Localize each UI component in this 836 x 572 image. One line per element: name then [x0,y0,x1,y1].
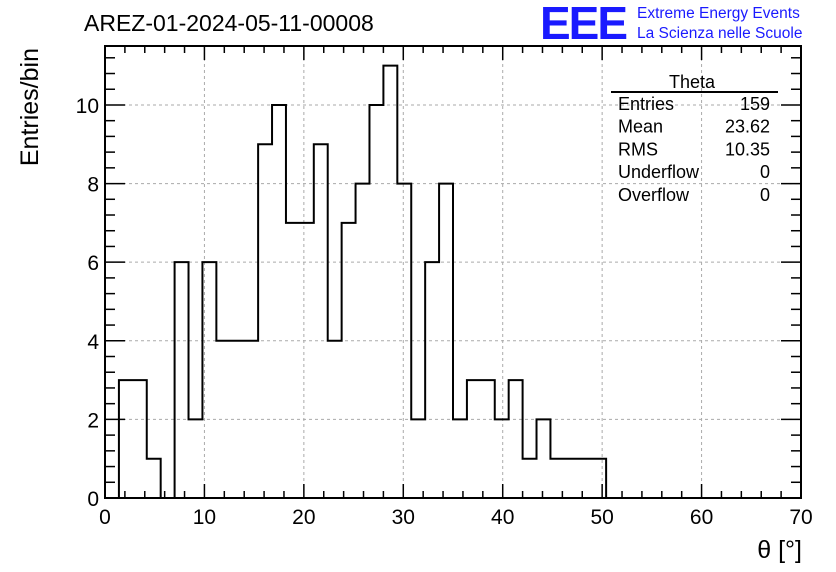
x-tick-label: 0 [99,506,111,529]
x-tick-label: 20 [292,506,315,529]
histogram-bin [147,459,161,498]
logo-caption-line1: Extreme Energy Events [637,5,800,22]
x-tick-label: 50 [590,506,613,529]
histogram-bin [328,341,342,498]
stats-value: 0 [760,185,770,205]
stats-value: 10.35 [725,139,770,159]
stats-label: Underflow [618,162,700,182]
histogram-outline [117,64,608,499]
histogram-bin [189,419,203,498]
stats-value: 0 [760,162,770,182]
histogram-bars [117,64,608,499]
histogram-bin [509,380,523,498]
logo-caption: Extreme Energy Events La Scienza nelle S… [637,4,802,44]
histogram-bin [119,380,133,498]
histogram-bin [369,105,383,498]
stats-label: Mean [618,117,663,137]
y-tick-label: 6 [87,252,99,275]
histogram-bin [537,419,551,498]
x-axis-label: θ [°] [757,536,802,564]
x-tick-label: 70 [789,506,812,529]
y-tick-label: 8 [87,174,99,197]
x-tick-label: 10 [193,506,216,529]
x-tick-label: 60 [690,506,713,529]
histogram-bin [314,144,328,498]
logo-caption-line2: La Scienza nelle Scuole [637,25,803,42]
histogram-bin [425,262,439,498]
histogram-bin [383,66,397,498]
histogram-bin [133,380,147,498]
histogram-bin [397,184,411,498]
histogram-bin [258,144,272,498]
stats-label: Entries [618,94,674,114]
histogram-bin [342,223,356,498]
y-tick-label: 2 [87,409,99,432]
histogram-bin [230,341,244,498]
histogram-bin [467,380,481,498]
histogram-bin [244,341,258,498]
stats-box: Theta Entries 159 Mean 23.62 RMS 10.35 Underfl… [611,72,778,205]
tick-labels: 0 10 20 30 40 50 60 70 0 2 4 6 8 10 [76,95,813,529]
chart-title: AREZ-01-2024-05-11-00008 [84,10,374,36]
histogram-bin [411,419,425,498]
histogram-bin [453,419,467,498]
stats-value: 23.62 [725,117,770,137]
histogram-bin [578,459,592,498]
stats-label: RMS [618,139,658,159]
histogram-bin [286,223,300,498]
eee-logo: EEE [540,0,628,49]
stats-title: Theta [669,72,716,92]
x-tick-label: 40 [491,506,514,529]
histogram-bin [592,459,606,498]
histogram-bin [175,262,189,498]
stats-label: Overflow [618,185,690,205]
plot-frame [104,45,802,499]
histogram-bin [216,341,230,498]
histogram-bin [439,184,453,498]
axes [104,45,802,499]
histogram-bin [481,380,495,498]
x-tick-label: 30 [392,506,415,529]
stats-value: 159 [740,94,770,114]
y-tick-label: 0 [87,488,99,511]
histogram-bin [495,419,509,498]
histogram-bin [356,184,370,498]
histogram-bin [272,105,286,498]
histogram-bin [564,459,578,498]
y-axis-label: Entries/bin [16,48,44,166]
histogram-bin [300,223,314,498]
y-tick-label: 4 [87,331,99,354]
histogram-bin [523,459,537,498]
histogram-bin [202,262,216,498]
y-tick-label: 10 [76,95,99,118]
